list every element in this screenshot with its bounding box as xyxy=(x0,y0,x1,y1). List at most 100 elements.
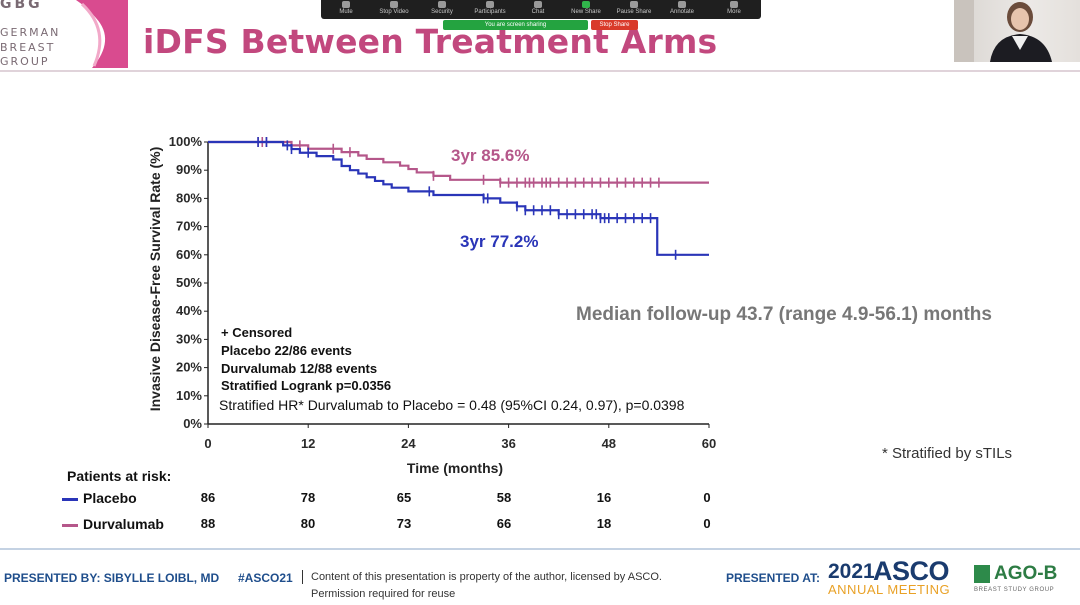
y-tick-label: 0% xyxy=(183,416,202,431)
chat-bubble-icon xyxy=(534,1,542,8)
speaker-video-thumbnail[interactable] xyxy=(954,0,1080,62)
risk-value: 16 xyxy=(596,490,612,505)
risk-value: 88 xyxy=(200,516,216,531)
risk-value: 65 xyxy=(396,490,412,505)
y-tick-label: 60% xyxy=(176,247,202,262)
security-label: Security xyxy=(431,9,453,15)
speaker-silhouette xyxy=(954,0,1052,62)
risk-value: 86 xyxy=(200,490,216,505)
screen-sharing-banner[interactable]: You are screen sharing xyxy=(443,20,588,30)
more-dots-icon xyxy=(730,1,738,8)
x-tick-label: 48 xyxy=(602,436,616,451)
new-share-button[interactable]: New Share xyxy=(563,0,609,19)
video-camera-icon xyxy=(390,1,398,8)
y-tick-label: 70% xyxy=(176,219,202,234)
header-divider xyxy=(0,70,1080,72)
risk-value: 78 xyxy=(300,490,316,505)
presented-at: PRESENTED AT: xyxy=(726,571,821,585)
logo-line-german: GERMAN xyxy=(0,26,61,39)
y-tick-label: 10% xyxy=(176,388,202,403)
stop-video-button[interactable]: Stop Video xyxy=(371,0,417,19)
security-button[interactable]: Security xyxy=(419,0,465,19)
placebo-swatch xyxy=(62,498,78,501)
median-followup-text: Median follow-up 43.7 (range 4.9-56.1) m… xyxy=(576,304,992,325)
footer-divider xyxy=(0,548,1080,550)
hashtag: #ASCO21 xyxy=(238,571,293,585)
risk-row-durvalumab: Durvalumab 88 80 73 66 18 0 xyxy=(62,516,722,534)
sharing-status: You are screen sharing Stop Share xyxy=(443,20,638,30)
x-tick-label: 60 xyxy=(702,436,716,451)
pause-share-button[interactable]: Pause Share xyxy=(611,0,657,19)
slide-footer: PRESENTED BY: SIBYLLE LOIBL, MD #ASCO21 … xyxy=(0,551,1080,605)
x-tick-label: 0 xyxy=(204,436,211,451)
asco-year: 2021 xyxy=(828,560,875,583)
risk-name: Durvalumab xyxy=(83,516,164,532)
participants-icon xyxy=(486,1,494,8)
durvalumab-curve xyxy=(208,140,709,184)
durvalumab-swatch xyxy=(62,524,78,527)
participants-label: Participants xyxy=(474,9,506,15)
y-tick-label: 90% xyxy=(176,162,202,177)
more-button[interactable]: More xyxy=(711,0,757,19)
mute-label: Mute xyxy=(339,9,353,15)
y-tick-label: 20% xyxy=(176,360,202,375)
risk-value: 18 xyxy=(596,516,612,531)
pause-icon xyxy=(630,1,638,8)
risk-name: Placebo xyxy=(83,490,137,506)
stop-video-label: Stop Video xyxy=(379,9,409,15)
y-axis-label: Invasive Disease-Free Survival Rate (%) xyxy=(147,147,163,412)
risk-value: 58 xyxy=(496,490,512,505)
participants-button[interactable]: Participants xyxy=(467,0,513,19)
y-tick-label: 40% xyxy=(176,303,202,318)
x-axis-label: Time (months) xyxy=(407,460,503,476)
chat-button[interactable]: Chat xyxy=(515,0,561,19)
more-label: More xyxy=(727,9,741,15)
asco-annual-meeting: ANNUAL MEETING xyxy=(828,582,951,597)
copyright-note-line2: Permission required for reuse xyxy=(311,588,456,600)
annotate-label: Annotate xyxy=(669,9,695,15)
chat-label: Chat xyxy=(531,9,545,15)
y-tick-label: 30% xyxy=(176,331,202,346)
risk-value: 66 xyxy=(496,516,512,531)
x-tick-label: 36 xyxy=(501,436,515,451)
risk-value: 80 xyxy=(300,516,316,531)
risk-value: 0 xyxy=(703,490,711,505)
risk-value: 0 xyxy=(703,516,711,531)
footer-separator xyxy=(302,570,303,584)
legend-placebo-events: Placebo 22/86 events xyxy=(221,343,352,358)
logo-line-breast: BREAST xyxy=(0,41,56,54)
y-tick-label: 80% xyxy=(176,190,202,205)
agob-logo-text: AGO-B xyxy=(994,563,1058,584)
logo-line-gbg: GBG xyxy=(0,0,43,12)
logo-line-group: GROUP xyxy=(0,55,50,68)
annotate-button[interactable]: Annotate xyxy=(659,0,705,19)
new-share-label: New Share xyxy=(571,9,601,15)
x-tick-label: 12 xyxy=(301,436,315,451)
agob-subtitle: BREAST STUDY GROUP xyxy=(974,587,1055,593)
footnote-stratified: * Stratified by sTILs xyxy=(882,445,1013,462)
pencil-icon xyxy=(678,1,686,8)
placebo-3yr-label: 3yr 77.2% xyxy=(460,232,538,251)
y-tick-label: 50% xyxy=(176,275,202,290)
risk-row-placebo: Placebo 86 78 65 58 16 0 xyxy=(62,490,722,508)
copyright-note-line1: Content of this presentation is property… xyxy=(311,571,662,583)
pause-share-label: Pause Share xyxy=(616,9,652,15)
share-arrow-icon xyxy=(582,1,590,8)
microphone-icon xyxy=(342,1,350,8)
legend-logrank: Stratified Logrank p=0.0356 xyxy=(221,378,392,393)
zoom-toolbar: Mute Stop Video Security Participants Ch… xyxy=(321,0,761,19)
hazard-ratio-text: Stratified HR* Durvalumab to Placebo = 0… xyxy=(219,397,685,413)
mute-button[interactable]: Mute xyxy=(323,0,369,19)
presented-by: PRESENTED BY: SIBYLLE LOIBL, MD xyxy=(4,571,220,585)
asco-logo-text: ASCO xyxy=(873,556,950,586)
y-tick-label: 100% xyxy=(169,134,203,149)
legend-censored: + Censored xyxy=(221,325,293,340)
patients-at-risk-title: Patients at risk: xyxy=(67,468,172,484)
shield-icon xyxy=(438,1,446,8)
legend-durvalumab-events: Durvalumab 12/88 events xyxy=(221,361,378,376)
risk-value: 73 xyxy=(396,516,412,531)
agob-logo-mark xyxy=(974,565,990,583)
stop-share-button[interactable]: Stop Share xyxy=(591,20,638,30)
gbg-logo xyxy=(76,0,128,68)
